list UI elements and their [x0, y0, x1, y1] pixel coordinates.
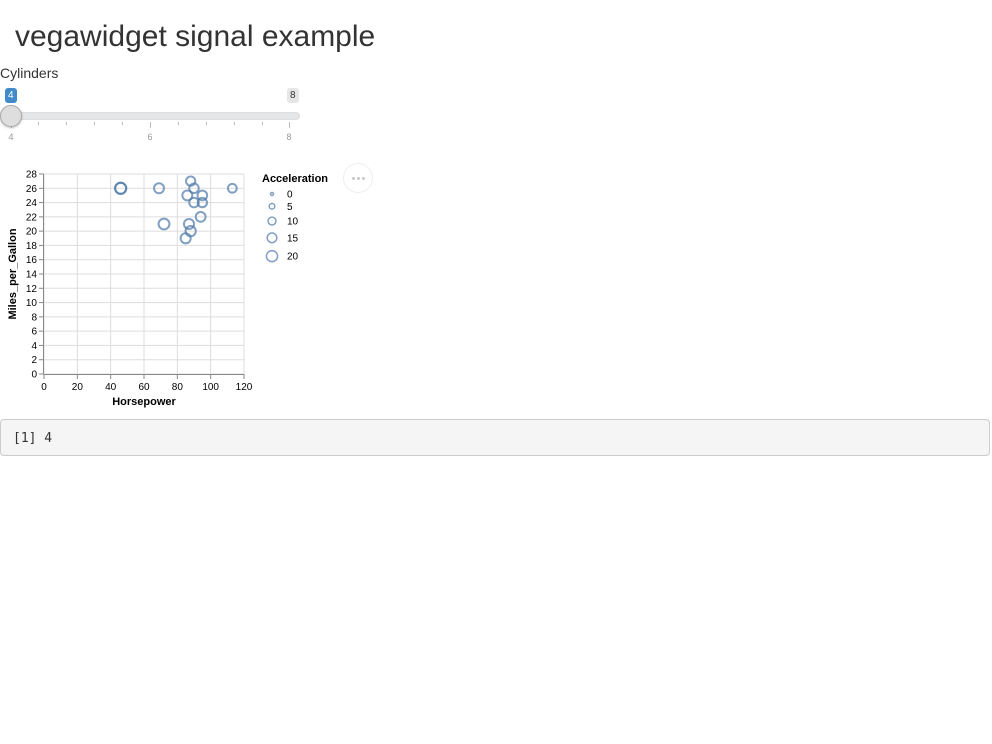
- x-tick-label: 40: [105, 382, 117, 393]
- x-tick-label: 100: [202, 382, 219, 393]
- y-tick-label: 8: [31, 312, 37, 323]
- scatter-point: [179, 232, 192, 245]
- scatter-point: [188, 196, 200, 209]
- scatter-point: [153, 182, 165, 195]
- y-tick-label: 16: [26, 255, 38, 266]
- scatter-point: [157, 217, 171, 231]
- slider-tick-label: 8: [286, 132, 292, 142]
- legend-label: 0: [287, 190, 293, 201]
- slider-tick: [150, 122, 151, 128]
- console-output: [1] 4: [0, 419, 990, 456]
- slider-minor-tick: [94, 122, 95, 125]
- legend-symbol: [267, 216, 277, 226]
- y-tick-label: 2: [31, 355, 37, 366]
- y-tick-label: 4: [31, 341, 37, 352]
- x-tick-label: 80: [172, 382, 184, 393]
- scatter-point: [226, 182, 238, 194]
- legend-symbol: [268, 202, 276, 210]
- slider-minor-tick: [234, 122, 235, 125]
- x-tick-label: 60: [138, 382, 150, 393]
- legend-symbol: [269, 191, 275, 197]
- scatter-chart: 0 20 40 60 80 100 1200246810121416182022242628…: [7, 170, 328, 409]
- legend-title: Acceleration: [262, 173, 328, 185]
- y-tick-label: 20: [26, 227, 38, 238]
- console-output-text: [1] 4: [13, 431, 53, 446]
- slider-tick-label: 4: [8, 132, 14, 142]
- x-axis-title: Horsepower: [112, 396, 176, 408]
- x-tick-label: 20: [72, 382, 84, 393]
- y-tick-label: 10: [26, 298, 38, 309]
- ellipsis-icon: [352, 177, 355, 180]
- y-tick-label: 22: [26, 212, 38, 223]
- legend-label: 20: [287, 252, 299, 263]
- scatter-point: [182, 217, 196, 231]
- slider-minor-tick: [66, 122, 67, 125]
- y-tick-label: 26: [26, 184, 38, 195]
- slider-max-badge: 8: [287, 88, 299, 103]
- legend-symbol: [265, 249, 279, 263]
- slider-handle[interactable]: [0, 105, 22, 127]
- y-axis-title: Miles_per_Gallon: [7, 228, 19, 319]
- slider-track[interactable]: [11, 112, 300, 120]
- y-tick-label: 0: [31, 370, 37, 381]
- y-tick-label: 18: [26, 241, 38, 252]
- scatter-point: [196, 196, 208, 209]
- slider-minor-tick: [38, 122, 39, 125]
- legend-label: 15: [287, 233, 299, 244]
- legend-label: 10: [287, 217, 299, 228]
- page-title: vegawidget signal example: [15, 20, 376, 53]
- scatter-point: [114, 181, 128, 195]
- slider-minor-tick: [122, 122, 123, 125]
- scatter-point: [196, 189, 209, 202]
- slider-label: Cylinders: [0, 65, 59, 81]
- slider-tick-label: 6: [147, 132, 153, 142]
- legend-label: 5: [287, 202, 293, 213]
- scatter-point: [188, 182, 200, 195]
- slider-minor-tick: [206, 122, 207, 125]
- y-tick-label: 14: [26, 270, 38, 281]
- slider-tick: [289, 122, 290, 128]
- x-tick-label: 120: [236, 382, 253, 393]
- y-tick-label: 12: [26, 284, 38, 295]
- chart-actions-button[interactable]: [343, 163, 373, 193]
- ellipsis-icon: [362, 177, 365, 180]
- x-tick-label: 0: [41, 382, 47, 393]
- y-tick-label: 6: [31, 327, 37, 338]
- legend-symbol: [266, 232, 278, 244]
- y-tick-label: 24: [26, 198, 38, 209]
- scatter-point: [194, 210, 207, 223]
- cylinders-slider[interactable]: 4 8 4 6 8: [0, 86, 305, 146]
- slider-value-badge: 4: [5, 88, 17, 103]
- slider-minor-tick: [178, 122, 179, 125]
- y-tick-label: 28: [26, 170, 38, 181]
- ellipsis-icon: [357, 177, 360, 180]
- scatter-point: [181, 189, 194, 202]
- slider-minor-tick: [262, 122, 263, 125]
